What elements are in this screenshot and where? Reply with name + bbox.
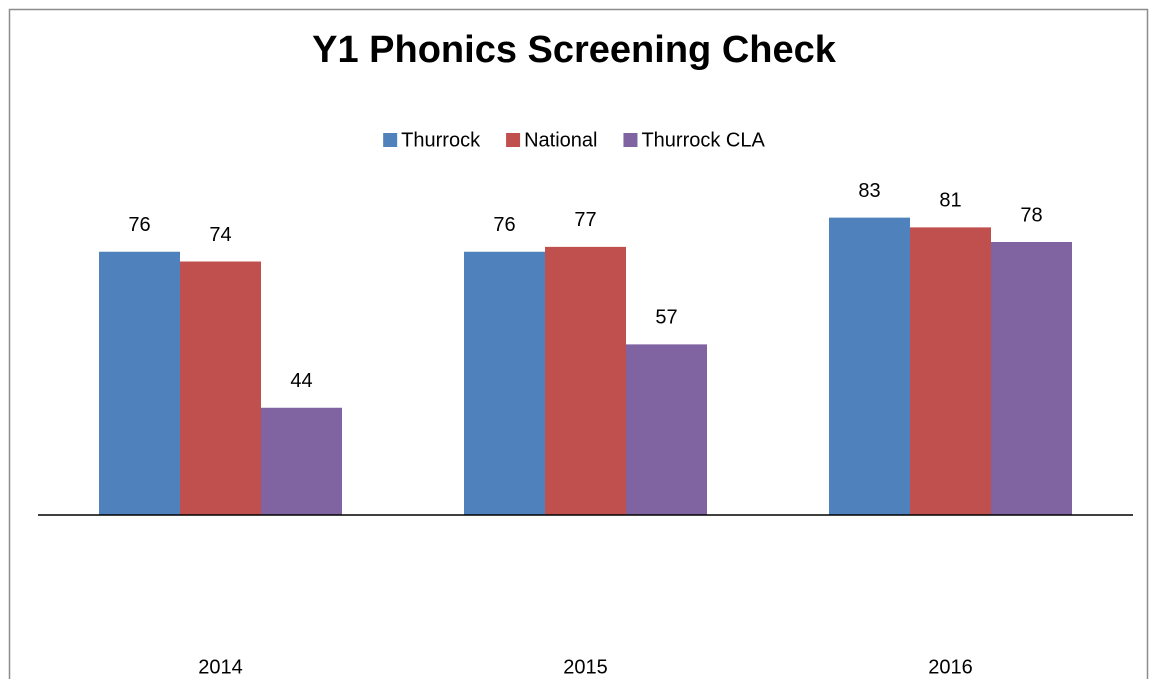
data-label: 57 [655,307,677,329]
data-label: 74 [209,224,231,246]
data-label: 78 [1020,204,1042,226]
x-tick-label: 2015 [563,656,608,678]
bar [829,217,910,515]
legend-text: National [524,129,597,151]
bar [991,242,1072,515]
data-label: 77 [574,209,596,231]
chart-title: Y1 Phonics Screening Check [312,29,837,71]
legend-text: Thurrock [401,129,481,151]
legend-swatch [506,133,521,147]
data-label: 76 [493,214,515,236]
bar [99,251,180,515]
x-tick-label: 2016 [928,656,973,678]
data-label: 44 [290,370,312,392]
legend-text: Thurrock CLA [641,129,765,151]
legend-swatch [383,133,398,147]
data-label: 76 [128,214,150,236]
data-label: 83 [858,180,880,202]
legend-swatch [623,133,638,147]
bar [180,261,261,515]
bar [545,246,626,515]
x-tick-label: 2014 [198,656,243,678]
bar [261,407,342,515]
bar [910,227,991,515]
data-label: 81 [939,190,961,212]
bar [464,251,545,515]
legend: Thurrock National Thurrock CLA [383,129,765,151]
bar [626,344,707,515]
